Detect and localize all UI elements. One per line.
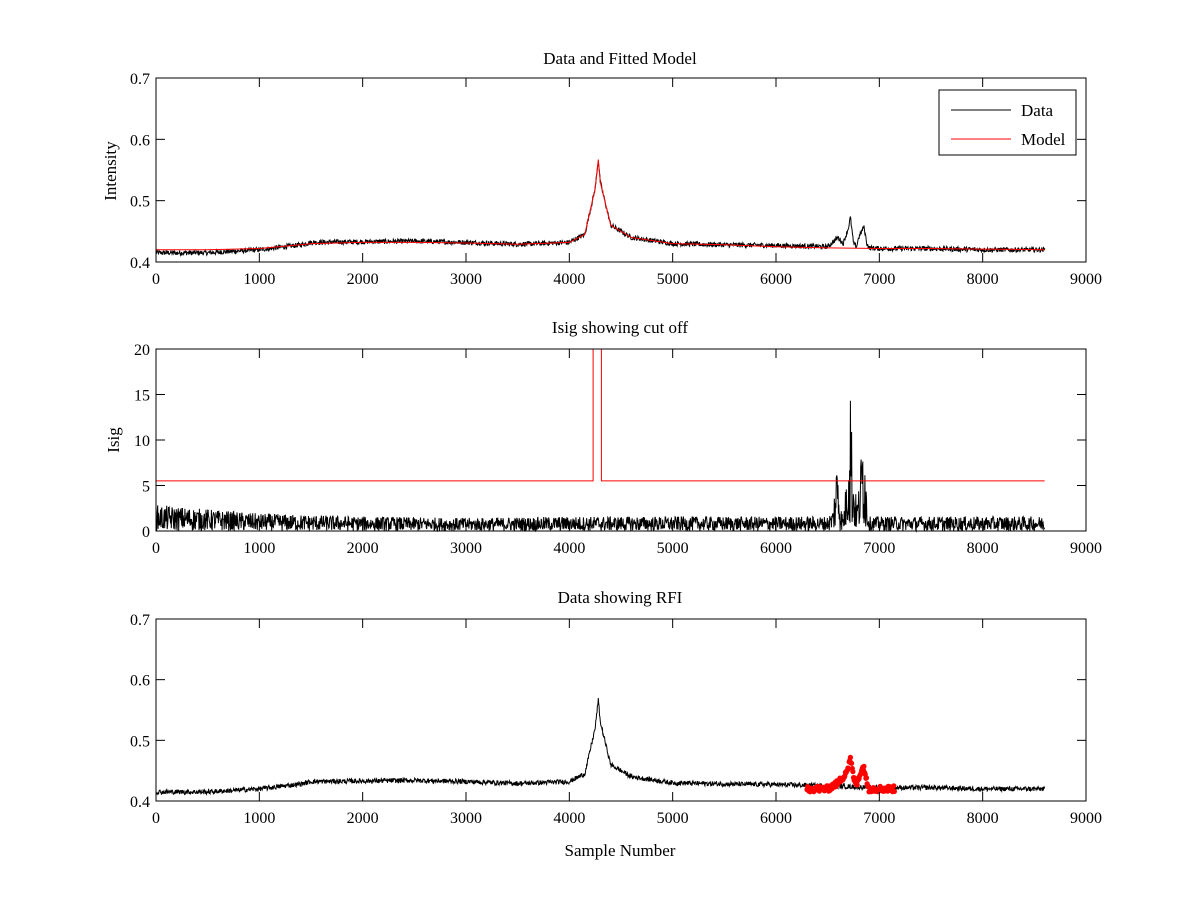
x-tick-label: 6000: [760, 540, 792, 557]
y-tick-label: 0: [142, 524, 150, 541]
y-tick-label: 0.7: [130, 71, 150, 88]
plot-marks: [155, 697, 1046, 796]
panel-data-showing-rfi: Data showing RFI Sample Number 0 1000 2000…: [130, 588, 1102, 860]
y-axis-label: Isig: [104, 427, 123, 453]
x-tick-label: 8000: [967, 271, 999, 288]
y-tick-label: 0.5: [130, 194, 150, 211]
y-tick-label: 0.4: [130, 255, 150, 272]
x-tick-label: 4000: [553, 271, 585, 288]
series-line-series-0: [155, 697, 1046, 796]
x-tick-label: 2000: [347, 540, 379, 557]
x-tick-label: 4000: [553, 810, 585, 827]
x-tick-label: 5000: [657, 540, 689, 557]
x-tick-label: 2000: [347, 271, 379, 288]
y-tick-label: 0.4: [130, 794, 150, 811]
x-tick-label: 4000: [553, 540, 585, 557]
y-axis-label: Intensity: [101, 141, 120, 201]
x-tick-label: 5000: [657, 810, 689, 827]
series-line-model: [156, 159, 1045, 251]
x-tick-label: 0: [152, 271, 160, 288]
x-tick-label: 0: [152, 540, 160, 557]
y-tick-label: 20: [134, 342, 150, 359]
x-tick-label: 9000: [1070, 540, 1102, 557]
rfi-point: [845, 766, 852, 772]
x-tick-label: 6000: [760, 271, 792, 288]
rfi-point: [854, 782, 860, 788]
legend-box: [938, 89, 1077, 156]
x-tick-label: 8000: [967, 540, 999, 557]
rfi-point: [891, 788, 898, 795]
axis-ticks: 0 1000 2000 3000 4000 5000 6000 7000 8000 9000 0 5 1…: [134, 342, 1102, 557]
axes-frame: [155, 77, 1087, 263]
rfi-point: [849, 760, 855, 766]
rfi-point: [891, 783, 897, 789]
rfi-point: [863, 775, 870, 781]
axis-ticks: 0 1000 2000 3000 4000 5000 6000 7000 8000 9000 0.4…: [130, 612, 1102, 827]
y-tick-label: 0.7: [130, 612, 150, 629]
y-tick-label: 5: [142, 479, 150, 496]
y-tick-label: 15: [134, 388, 150, 405]
panel-data-and-fitted-model: Data and Fitted Model Intensity 0 1000 200…: [101, 49, 1102, 288]
x-tick-label: 1000: [243, 271, 275, 288]
x-tick-label: 1000: [243, 540, 275, 557]
y-tick-label: 10: [134, 433, 150, 450]
rfi-point: [850, 769, 856, 775]
x-tick-label: 9000: [1070, 810, 1102, 827]
x-tick-label: 3000: [450, 540, 482, 557]
y-tick-label: 0.6: [130, 673, 150, 690]
x-tick-label: 7000: [863, 271, 895, 288]
series-line-series-0: [155, 400, 1046, 533]
axis-ticks: 0 1000 2000 3000 4000 5000 6000 7000 8000 9000 0.4…: [130, 71, 1102, 288]
x-tick-label: 1000: [243, 810, 275, 827]
panel-title: Data and Fitted Model: [543, 49, 697, 68]
x-tick-label: 9000: [1070, 271, 1102, 288]
y-tick-label: 0.5: [130, 733, 150, 750]
x-tick-label: 7000: [863, 810, 895, 827]
rfi-point: [847, 754, 854, 761]
legend-data-label: Data: [1021, 101, 1054, 120]
legend-model-label: Model: [1021, 130, 1066, 149]
plot-marks: [155, 159, 1046, 257]
x-tick-label: 5000: [657, 271, 689, 288]
panel-title: Isig showing cut off: [552, 318, 688, 337]
x-tick-label: 8000: [967, 810, 999, 827]
x-tick-label: 2000: [347, 810, 379, 827]
panel-title: Data showing RFI: [558, 588, 683, 607]
rfi-point: [861, 763, 867, 769]
y-tick-label: 0.6: [130, 132, 150, 149]
x-tick-label: 3000: [450, 271, 482, 288]
axes-frame: [155, 618, 1087, 802]
x-axis-label: Sample Number: [565, 841, 676, 860]
x-tick-label: 0: [152, 810, 160, 827]
x-tick-label: 3000: [450, 810, 482, 827]
panel-isig-showing-cut-off: Isig showing cut off Isig 0 1000 2000 3000 4…: [104, 318, 1102, 557]
x-tick-label: 6000: [760, 810, 792, 827]
x-tick-label: 7000: [863, 540, 895, 557]
legend: Data Model: [938, 89, 1077, 156]
